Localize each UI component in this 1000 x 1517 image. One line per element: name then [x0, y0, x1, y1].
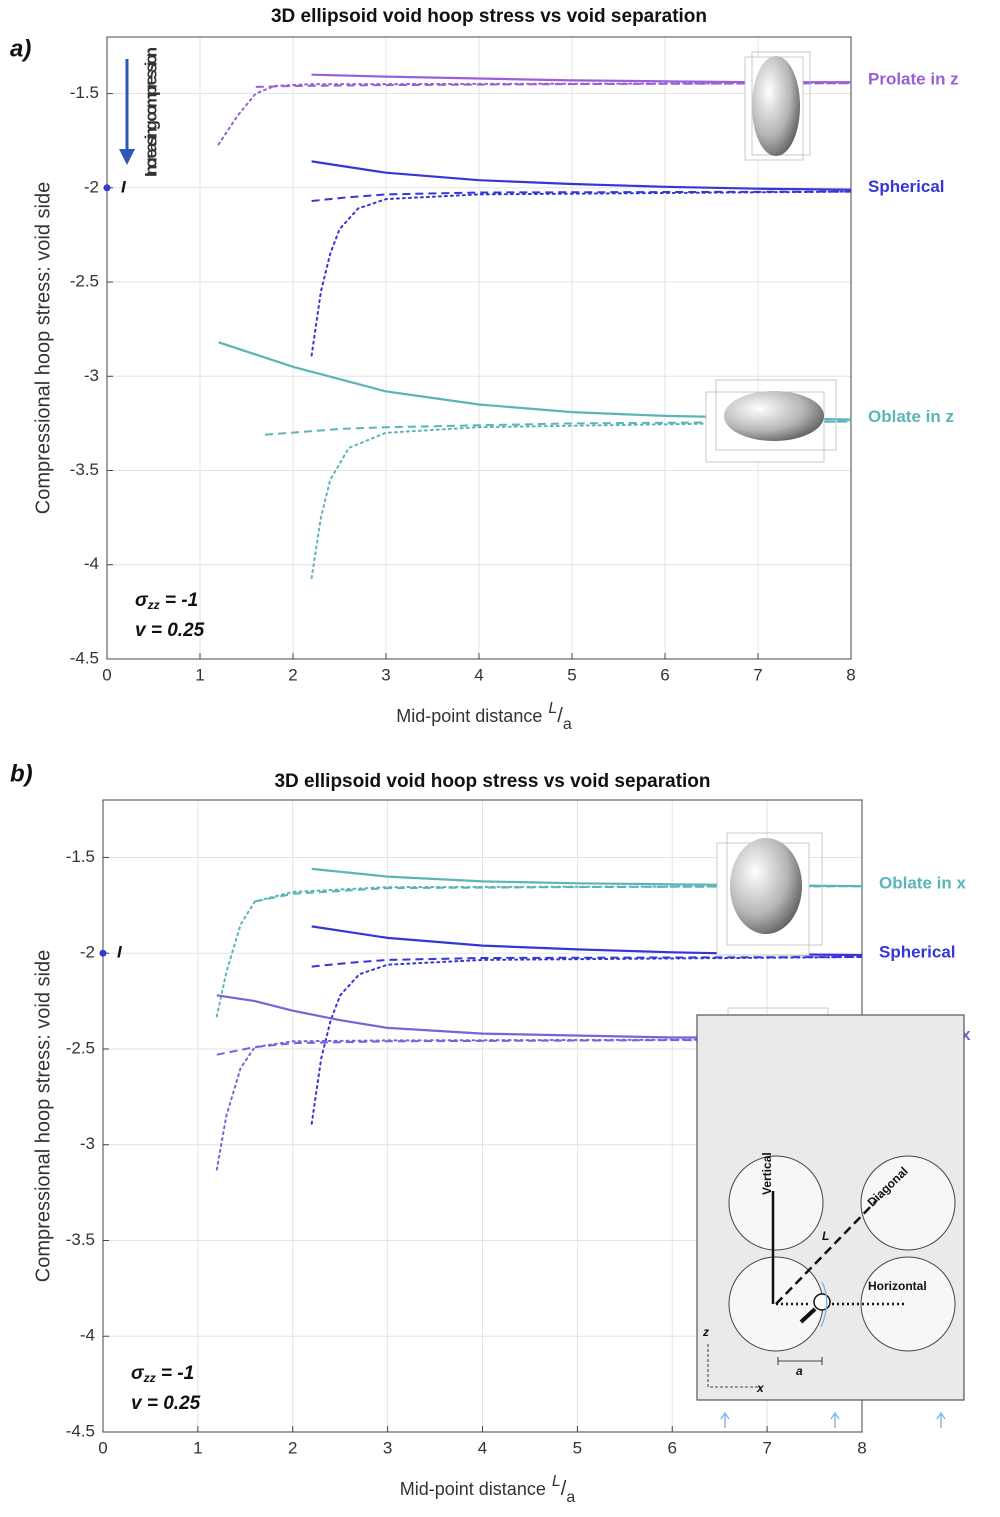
series-line [310, 190, 852, 357]
y-tick-label: -4.5 [70, 648, 99, 667]
x-axis-label-part: Mid-point distance [396, 706, 542, 726]
x-axis-label-part: / [557, 705, 563, 727]
x-axis-label-part: a [563, 716, 572, 733]
series-line [311, 160, 852, 191]
y-tick-label: -3 [84, 366, 99, 385]
x-axis-label: Mid-point distance L/a [400, 1473, 576, 1506]
annotation: Increasing compression [141, 47, 160, 177]
inset-label: a [796, 1364, 803, 1378]
inset-label: L [822, 1229, 829, 1243]
x-axis-label-part: L [552, 1473, 561, 1490]
series-line [215, 1038, 863, 1171]
x-tick-label: 3 [381, 665, 390, 684]
x-tick-label: 8 [846, 665, 855, 684]
series-line [310, 956, 863, 1125]
nu-note: v = 0.25 [135, 620, 205, 641]
inset-label: z [702, 1325, 709, 1339]
y-tick-label: -4 [84, 554, 99, 573]
sigma-symbol: σ [135, 590, 149, 611]
y-axis-label: Compressional hoop stress: void side [32, 950, 54, 1282]
sigma-subscript: zz [147, 598, 160, 612]
x-axis-label-part: / [561, 1478, 567, 1500]
series-line [265, 420, 852, 436]
sigma-note: σzz = -1 [135, 590, 198, 612]
point-label: I [117, 943, 123, 962]
x-tick-label: 8 [857, 1438, 866, 1457]
series-line [216, 994, 862, 1039]
x-axis-label-part: L [548, 700, 557, 717]
panel-label: a) [10, 35, 31, 62]
x-tick-label: 5 [573, 1438, 582, 1457]
y-tick-label: -2.5 [66, 1038, 95, 1057]
chart-title: 3D ellipsoid void hoop stress vs void se… [271, 6, 707, 27]
series-line [215, 885, 863, 1018]
x-tick-label: 4 [474, 665, 483, 684]
x-axis-label: Mid-point distance L/a [396, 700, 572, 733]
y-tick-label: -2.5 [70, 272, 99, 291]
nu-note: v = 0.25 [131, 1393, 201, 1414]
y-tick-label: -4 [80, 1326, 95, 1345]
y-tick-label: -1.5 [70, 83, 99, 102]
y-tick-label: -1.5 [66, 847, 95, 866]
series-label: Spherical [868, 177, 945, 196]
decorations: Vertical Diagonal L Horizontal z x a [696, 51, 965, 1428]
x-tick-label: 2 [288, 1438, 297, 1457]
x-tick-label: 0 [98, 1438, 107, 1457]
panel-label: b) [10, 760, 33, 787]
y-tick-label: -2 [84, 177, 99, 196]
x-tick-label: 0 [102, 665, 111, 684]
inset-diagram: Vertical Diagonal L Horizontal z x a [696, 1014, 965, 1428]
x-tick-label: 7 [762, 1438, 771, 1457]
y-tick-label: -3.5 [70, 460, 99, 479]
y-tick-label: -3 [80, 1134, 95, 1153]
axes-frame [106, 36, 852, 660]
sigma-symbol: σ [131, 1363, 145, 1384]
sigma-rest: = -1 [160, 590, 199, 611]
sigma-subscript: zz [143, 1371, 156, 1385]
oblate-x-image [716, 832, 823, 956]
y-tick-label: -3.5 [66, 1230, 95, 1249]
y-axis-label: Compressional hoop stress: void side [32, 182, 54, 514]
inset-label: Horizontal [868, 1279, 927, 1293]
x-tick-label: 7 [753, 665, 762, 684]
y-tick-label: -2 [80, 943, 95, 962]
series-line [311, 190, 852, 202]
inset-label: x [756, 1381, 765, 1395]
series-line [310, 420, 852, 579]
x-tick-label: 3 [383, 1438, 392, 1457]
sigma-rest: = -1 [156, 1363, 195, 1384]
prolate-image [744, 51, 811, 161]
x-tick-label: 6 [668, 1438, 677, 1457]
series-label: Oblate in z [868, 407, 954, 426]
x-tick-label: 5 [567, 665, 576, 684]
x-axis-label-part: Mid-point distance [400, 1479, 546, 1499]
arrow-head [119, 149, 135, 165]
x-tick-label: 1 [193, 1438, 202, 1457]
x-tick-label: 1 [195, 665, 204, 684]
point [99, 949, 107, 957]
series-label: Oblate in x [879, 874, 966, 893]
y-tick-label: -4.5 [66, 1421, 95, 1440]
sigma-note: σzz = -1 [131, 1363, 194, 1385]
x-tick-label: 2 [288, 665, 297, 684]
x-tick-label: 4 [478, 1438, 487, 1457]
lines-layer [215, 73, 863, 1171]
compression-arrow [119, 59, 135, 165]
point [103, 184, 111, 192]
x-tick-label: 6 [660, 665, 669, 684]
x-axis-label-part: a [566, 1489, 575, 1506]
series-line [311, 867, 863, 888]
inset-label: Vertical [760, 1152, 774, 1195]
series-label: Prolate in z [868, 70, 959, 89]
point-label: I [121, 177, 127, 196]
chart-title: 3D ellipsoid void hoop stress vs void se… [274, 771, 710, 792]
oblate-image [705, 379, 837, 463]
series-label: Spherical [879, 943, 956, 962]
series-line [217, 82, 852, 146]
